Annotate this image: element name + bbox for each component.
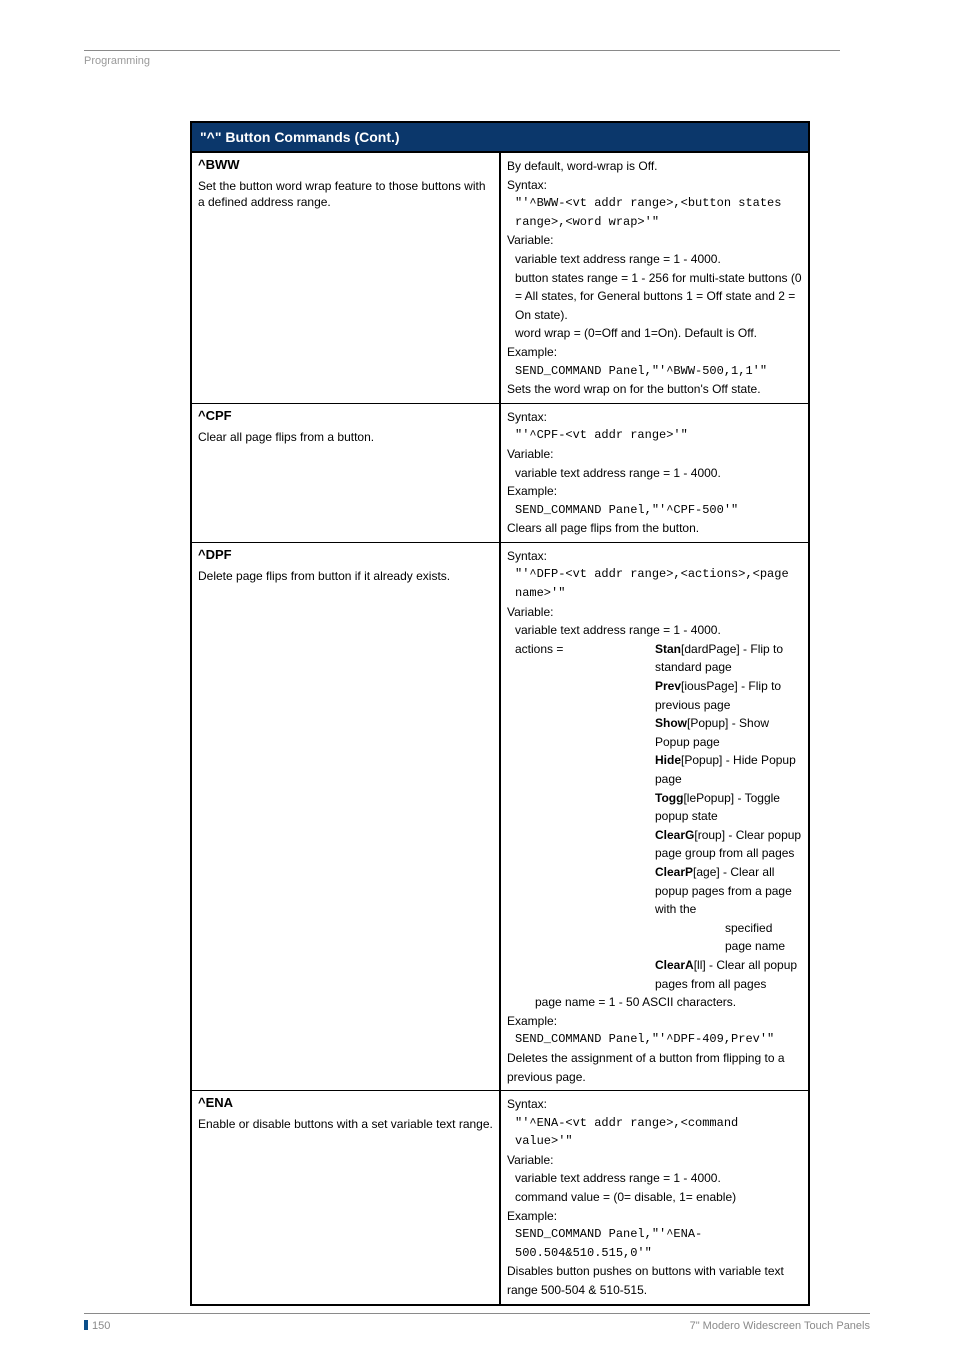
page-footer: 150 7" Modero Widescreen Touch Panels xyxy=(84,1313,870,1332)
cmd-body: Syntax: "'^ENA-<vt addr range>,<command … xyxy=(500,1091,809,1305)
product-name: 7" Modero Widescreen Touch Panels xyxy=(690,1320,870,1332)
table-row: ^DPF Delete page flips from button if it… xyxy=(191,542,809,1090)
syntax-code: "'^ENA-<vt addr range>,<command value>'" xyxy=(515,1114,802,1151)
example-code: SEND_COMMAND Panel,"'^DPF-409,Prev'" xyxy=(515,1030,802,1049)
accent-bar xyxy=(84,1320,88,1330)
action-line: Show[Popup] - Show Popup page xyxy=(655,714,802,751)
action-line: ClearA[ll] - Clear all popup pages from … xyxy=(655,956,802,993)
example-code: SEND_COMMAND Panel,"'^BWW-500,1,1'" xyxy=(515,362,802,381)
action-line: Hide[Popup] - Hide Popup page xyxy=(655,751,802,788)
action-bold: ClearG xyxy=(655,828,694,842)
cmd-name: ^CPF xyxy=(198,408,493,423)
variable-label: Variable: xyxy=(507,603,802,622)
cmd-desc: Set the button word wrap feature to thos… xyxy=(198,179,486,209)
action-line: Prev[iousPage] - Flip to previous page xyxy=(655,677,802,714)
example-label: Example: xyxy=(507,1207,802,1226)
cmd-name: ^BWW xyxy=(198,157,493,172)
action-bold: Hide xyxy=(655,753,681,767)
action-line: ClearG[roup] - Clear popup page group fr… xyxy=(655,826,802,863)
syntax-label: Syntax: xyxy=(507,176,802,195)
cmd-name: ^DPF xyxy=(198,547,493,562)
action-line: Togg[lePopup] - Toggle popup state xyxy=(655,789,802,826)
intro-text: By default, word-wrap is Off. xyxy=(507,157,802,176)
commands-table: "^" Button Commands (Cont.) ^BWW Set the… xyxy=(190,121,810,1306)
variable-label: Variable: xyxy=(507,231,802,250)
variable-line: command value = (0= disable, 1= enable) xyxy=(515,1188,802,1207)
result-text: Disables button pushes on buttons with v… xyxy=(507,1262,802,1299)
actions-block: actions = Stan[dardPage] - Flip to stand… xyxy=(515,640,802,993)
cmd-cell: ^ENA Enable or disable buttons with a se… xyxy=(191,1091,500,1305)
variable-line: page name = 1 - 50 ASCII characters. xyxy=(535,993,802,1012)
variable-line: variable text address range = 1 - 4000. xyxy=(515,1169,802,1188)
action-text: specified page name xyxy=(725,921,785,954)
cmd-body: Syntax: "'^CPF-<vt addr range>'" Variabl… xyxy=(500,403,809,542)
variable-line: variable text address range = 1 - 4000. xyxy=(515,621,802,640)
result-text: Deletes the assignment of a button from … xyxy=(507,1049,802,1086)
example-code: SEND_COMMAND Panel,"'^ENA-500.504&510.51… xyxy=(515,1225,802,1262)
table-title: "^" Button Commands (Cont.) xyxy=(191,122,809,152)
syntax-code: "'^CPF-<vt addr range>'" xyxy=(515,426,802,445)
syntax-code: "'^DFP-<vt addr range>,<actions>,<page n… xyxy=(515,565,802,602)
footer-row: 150 7" Modero Widescreen Touch Panels xyxy=(84,1320,870,1332)
page-number-text: 150 xyxy=(92,1320,110,1332)
result-text: Sets the word wrap on for the button's O… xyxy=(507,380,802,399)
section-label: Programming xyxy=(84,55,864,67)
action-line: Stan[dardPage] - Flip to standard page xyxy=(655,640,802,677)
cmd-desc: Enable or disable buttons with a set var… xyxy=(198,1117,493,1131)
table-row: ^ENA Enable or disable buttons with a se… xyxy=(191,1091,809,1305)
example-label: Example: xyxy=(507,1012,802,1031)
cmd-cell: ^BWW Set the button word wrap feature to… xyxy=(191,152,500,403)
table-row: ^CPF Clear all page flips from a button.… xyxy=(191,403,809,542)
syntax-label: Syntax: xyxy=(507,1095,802,1114)
cmd-cell: ^DPF Delete page flips from button if it… xyxy=(191,542,500,1090)
variable-line: word wrap = (0=Off and 1=On). Default is… xyxy=(515,324,802,343)
table-row: ^BWW Set the button word wrap feature to… xyxy=(191,152,809,403)
variable-line: button states range = 1 - 256 for multi-… xyxy=(515,269,802,325)
example-code: SEND_COMMAND Panel,"'^CPF-500'" xyxy=(515,501,802,520)
action-bold: Show xyxy=(655,716,687,730)
syntax-code: "'^BWW-<vt addr range>,<button states ra… xyxy=(515,194,802,231)
variable-line: variable text address range = 1 - 4000. xyxy=(515,464,802,483)
syntax-label: Syntax: xyxy=(507,547,802,566)
cmd-desc: Clear all page flips from a button. xyxy=(198,430,374,444)
action-bold: ClearA xyxy=(655,958,694,972)
page-number: 150 xyxy=(84,1320,110,1332)
variable-label: Variable: xyxy=(507,445,802,464)
top-rule xyxy=(84,50,840,51)
footer-rule xyxy=(84,1313,870,1314)
action-bold: Prev xyxy=(655,679,681,693)
cmd-name: ^ENA xyxy=(198,1095,493,1110)
result-text: Clears all page flips from the button. xyxy=(507,519,802,538)
action-bold: Togg xyxy=(655,791,683,805)
action-bold: ClearP xyxy=(655,865,693,879)
variable-label: Variable: xyxy=(507,1151,802,1170)
cmd-desc: Delete page flips from button if it alre… xyxy=(198,569,450,583)
example-label: Example: xyxy=(507,482,802,501)
syntax-label: Syntax: xyxy=(507,408,802,427)
example-label: Example: xyxy=(507,343,802,362)
action-line: specified page name xyxy=(725,919,802,956)
cmd-body: Syntax: "'^DFP-<vt addr range>,<actions>… xyxy=(500,542,809,1090)
action-line: ClearP[age] - Clear all popup pages from… xyxy=(655,863,802,919)
content-area: "^" Button Commands (Cont.) ^BWW Set the… xyxy=(190,121,810,1306)
actions-list: Stan[dardPage] - Flip to standard pagePr… xyxy=(655,640,802,993)
cmd-cell: ^CPF Clear all page flips from a button. xyxy=(191,403,500,542)
variable-line: variable text address range = 1 - 4000. xyxy=(515,250,802,269)
actions-label: actions = xyxy=(515,640,655,993)
cmd-body: By default, word-wrap is Off. Syntax: "'… xyxy=(500,152,809,403)
action-bold: Stan xyxy=(655,642,681,656)
page: Programming "^" Button Commands (Cont.) … xyxy=(0,0,954,1366)
